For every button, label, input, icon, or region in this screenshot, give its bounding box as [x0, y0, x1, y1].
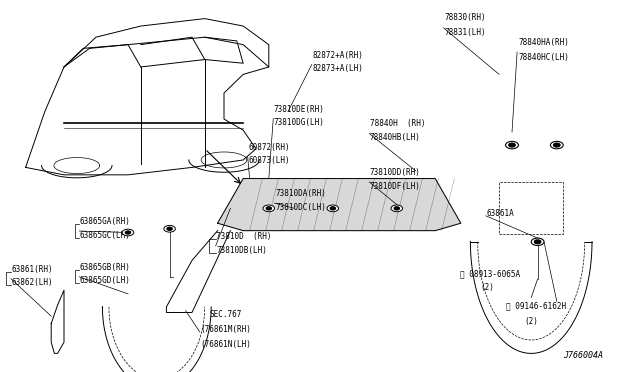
- Circle shape: [266, 207, 271, 210]
- Text: 82872+A(RH): 82872+A(RH): [312, 51, 363, 60]
- Text: 63865GA(RH): 63865GA(RH): [80, 217, 131, 226]
- Text: 73810DA(RH): 73810DA(RH): [275, 189, 326, 198]
- Text: 63861(RH): 63861(RH): [12, 264, 53, 273]
- Text: 63865GB(RH): 63865GB(RH): [80, 263, 131, 272]
- Text: 73810DC(LH): 73810DC(LH): [275, 203, 326, 212]
- Polygon shape: [218, 179, 461, 231]
- Text: 82873+A(LH): 82873+A(LH): [312, 64, 363, 73]
- Text: 73810DE(RH): 73810DE(RH): [274, 105, 324, 113]
- Text: 63865GD(LH): 63865GD(LH): [80, 276, 131, 285]
- Circle shape: [122, 229, 134, 236]
- Text: Ⓝ 08913-6065A: Ⓝ 08913-6065A: [460, 269, 520, 278]
- Circle shape: [125, 231, 131, 234]
- Circle shape: [550, 141, 563, 149]
- Circle shape: [167, 227, 172, 230]
- Circle shape: [534, 240, 541, 244]
- Text: 73810DD(RH): 73810DD(RH): [370, 168, 420, 177]
- Text: Ⓑ 09146-6162H: Ⓑ 09146-6162H: [506, 302, 566, 311]
- Text: 73810DB(LH): 73810DB(LH): [216, 246, 267, 254]
- Circle shape: [263, 205, 275, 212]
- Text: (2): (2): [480, 283, 494, 292]
- Circle shape: [164, 225, 175, 232]
- Text: 63862(LH): 63862(LH): [12, 278, 53, 287]
- Circle shape: [394, 207, 399, 210]
- Text: J766004A: J766004A: [563, 351, 604, 360]
- Text: 78840HA(RH): 78840HA(RH): [518, 38, 569, 46]
- Text: (76861M(RH): (76861M(RH): [200, 325, 251, 334]
- Circle shape: [531, 238, 544, 246]
- Text: (76861N(LH): (76861N(LH): [200, 340, 251, 349]
- Text: 78831(LH): 78831(LH): [445, 28, 486, 37]
- Text: 78840HC(LH): 78840HC(LH): [518, 52, 569, 61]
- Text: 63861A: 63861A: [486, 209, 514, 218]
- Circle shape: [509, 143, 515, 147]
- Text: 73810DF(LH): 73810DF(LH): [370, 182, 420, 190]
- Text: 73810DG(LH): 73810DG(LH): [274, 118, 324, 127]
- Text: (2): (2): [525, 317, 539, 326]
- Circle shape: [391, 205, 403, 212]
- Text: 78830(RH): 78830(RH): [445, 13, 486, 22]
- Text: 73810D  (RH): 73810D (RH): [216, 232, 272, 241]
- Text: 78840HB(LH): 78840HB(LH): [370, 133, 420, 142]
- Text: 63865GC(LH): 63865GC(LH): [80, 231, 131, 240]
- Text: 60872(RH): 60872(RH): [248, 142, 290, 151]
- Text: SEC.767: SEC.767: [210, 310, 243, 319]
- Circle shape: [330, 207, 335, 210]
- Circle shape: [554, 143, 560, 147]
- Text: 78840H  (RH): 78840H (RH): [370, 119, 426, 128]
- Circle shape: [506, 141, 518, 149]
- Circle shape: [327, 205, 339, 212]
- Text: 60873(LH): 60873(LH): [248, 156, 290, 165]
